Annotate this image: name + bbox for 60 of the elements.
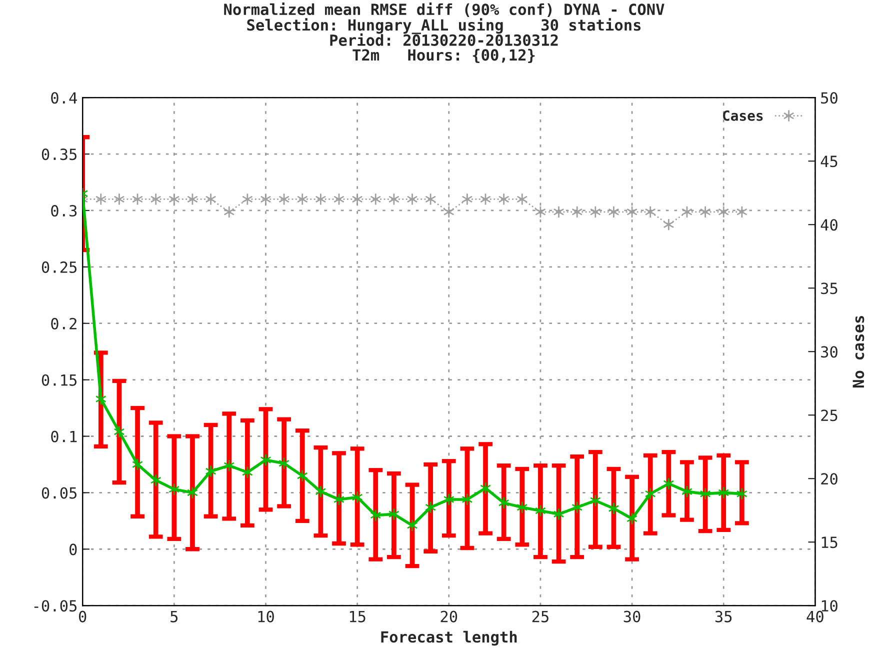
x-axis-title: Forecast length: [381, 630, 517, 646]
legend-label: Cases: [723, 110, 763, 121]
x-tick-label: 25: [532, 610, 548, 622]
point: [663, 477, 674, 490]
point: [95, 392, 106, 406]
y-tick-label: 0.3: [51, 204, 77, 217]
x-tick-label: 0: [78, 610, 86, 622]
point: [205, 464, 216, 478]
y-tick-label: 0.2: [51, 318, 76, 330]
point: [572, 501, 583, 514]
y2-tick-label: 35: [821, 282, 838, 294]
x-tick-label: 10: [258, 610, 274, 622]
point: [590, 494, 601, 507]
point: [736, 488, 748, 500]
y2-axis-title: No cases: [852, 316, 864, 388]
y2-tick-label: 50: [821, 92, 838, 104]
y-tick-label: 0.4: [51, 92, 77, 104]
point: [462, 493, 473, 506]
point: [168, 483, 180, 496]
y2-tick-label: 15: [822, 536, 838, 548]
point: [224, 459, 235, 472]
x-tick-label: 20: [440, 610, 458, 622]
x-tick-label: 15: [350, 610, 366, 622]
point: [608, 502, 620, 515]
point: [718, 486, 730, 499]
y-tick-label: 0: [70, 544, 77, 556]
point: [443, 493, 454, 506]
y-tick-label: 0.05: [42, 487, 76, 499]
x-tick-label: 35: [715, 610, 732, 622]
y-tick-label: 0.35: [42, 148, 76, 160]
y2-tick-label: 20: [821, 473, 838, 485]
y2-tick-label: 45: [820, 156, 838, 168]
y-tick-label: 0.25: [42, 261, 76, 273]
y-tick-label: -0.05: [34, 600, 76, 612]
y2-tick-label: 40: [820, 219, 838, 231]
x-tick-label: 40: [806, 610, 824, 622]
y-tick-label: 0.1: [51, 430, 77, 442]
y2-tick-label: 10: [822, 600, 838, 612]
point: [516, 501, 528, 514]
point: [700, 488, 711, 500]
y-tick-label: 0.15: [42, 374, 76, 386]
y2-tick-label: 30: [821, 346, 838, 358]
point: [388, 508, 400, 520]
point: [406, 519, 418, 532]
x-tick-label: 30: [624, 610, 640, 622]
chart-title: Normalized mean RMSE diff (90% conf) DYNA - CONV Selection: Hungary_ALL using 30 stations Period: 20130220-20130312 T2m Hours: {00,12}: [224, 2, 664, 64]
x-tick-label: 5: [170, 610, 178, 622]
point: [644, 488, 656, 500]
point: [370, 509, 382, 522]
point: [352, 490, 363, 504]
point: [114, 425, 125, 438]
point: [260, 454, 272, 466]
point: [425, 501, 436, 514]
point: [315, 485, 326, 498]
y2-tick-label: 25: [821, 410, 838, 422]
point: [553, 508, 564, 520]
point: [296, 470, 308, 482]
point: [242, 466, 253, 479]
point: [498, 496, 510, 510]
point: [150, 474, 162, 487]
